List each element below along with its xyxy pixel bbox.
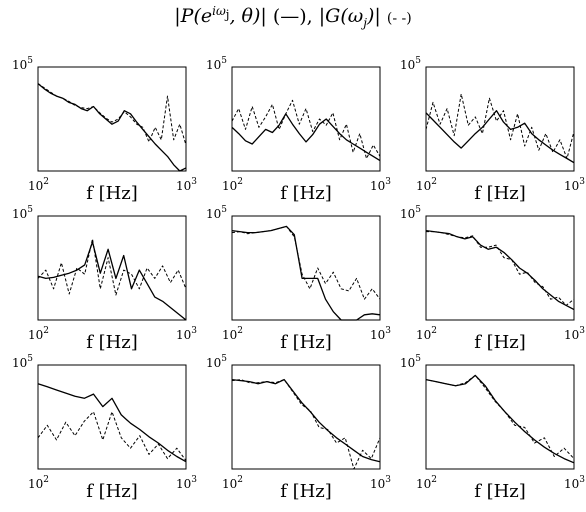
panel-7: 105 102 103 f [Hz] [12, 354, 197, 502]
x-axis-label: f [Hz] [86, 183, 138, 204]
x-tick-min: 102 [416, 326, 437, 342]
x-tick-max: 103 [176, 177, 197, 193]
panel-8: 105 102 103 f [Hz] [206, 354, 391, 502]
series-p-line [425, 229, 575, 311]
series-g-line [37, 411, 187, 461]
panel-frame [37, 66, 187, 172]
series-p-line [231, 378, 381, 463]
y-tick-max: 105 [12, 56, 33, 72]
x-tick-max: 103 [370, 177, 391, 193]
x-tick-min: 102 [28, 177, 49, 193]
title-g-style: (- -) [386, 10, 412, 27]
y-tick-max: 105 [400, 354, 421, 370]
x-tick-min: 102 [28, 475, 49, 491]
series-p-line [37, 383, 187, 463]
panel-frame [231, 364, 381, 470]
series-g-line [231, 379, 381, 470]
series-g-line [426, 231, 575, 306]
series-p-line [231, 225, 381, 321]
x-axis-label: f [Hz] [280, 183, 332, 204]
y-tick-max: 105 [206, 354, 227, 370]
x-axis-label: f [Hz] [474, 183, 526, 204]
y-tick-max: 105 [12, 354, 33, 370]
series-g-line [425, 93, 575, 159]
title-p-style: (—), [272, 5, 313, 28]
panel-9: 105 102 103 f [Hz] [400, 354, 585, 502]
panel-frame [425, 215, 575, 321]
x-tick-min: 102 [222, 475, 243, 491]
series-g-line [231, 99, 381, 159]
panel-frame [425, 66, 575, 172]
y-tick-max: 105 [400, 56, 421, 72]
series-p-line [37, 241, 187, 321]
x-axis-label: f [Hz] [280, 332, 332, 353]
x-axis-label: f [Hz] [474, 332, 526, 353]
x-tick-max: 103 [176, 326, 197, 342]
x-tick-min: 102 [222, 326, 243, 342]
x-axis-label: f [Hz] [280, 481, 332, 502]
x-tick-min: 102 [222, 177, 243, 193]
chart-title: |P(eiωj, θ)| (—), |G(ωj)| (- -) [0, 4, 586, 30]
x-tick-min: 102 [416, 177, 437, 193]
series-p-line [231, 113, 381, 162]
series-g-line [37, 238, 187, 296]
panel-4: 105 102 103 f [Hz] [12, 205, 197, 353]
series-g-line [37, 83, 187, 146]
panel-6: 105 102 103 f [Hz] [400, 205, 585, 353]
series-p-line [425, 374, 575, 464]
x-tick-max: 103 [370, 326, 391, 342]
x-tick-max: 103 [564, 177, 585, 193]
series-p-line [425, 110, 575, 164]
x-tick-min: 102 [28, 326, 49, 342]
y-tick-max: 105 [400, 205, 421, 221]
panel-3: 105 102 103 f [Hz] [400, 56, 585, 204]
panel-frame [425, 364, 575, 470]
x-axis-label: f [Hz] [86, 332, 138, 353]
panel-frame [231, 215, 381, 321]
panel-2: 105 102 103 f [Hz] [206, 56, 391, 204]
series-g-line [425, 374, 575, 459]
y-tick-max: 105 [12, 205, 33, 221]
y-tick-max: 105 [206, 56, 227, 72]
panel-frame [37, 364, 187, 470]
x-tick-min: 102 [416, 475, 437, 491]
panel-5: 105 102 103 f [Hz] [206, 205, 391, 353]
y-tick-max: 105 [206, 205, 227, 221]
title-p-magnitude: |P(eiωj, θ)| [174, 4, 267, 28]
x-axis-label: f [Hz] [474, 481, 526, 502]
panel-frame [37, 215, 187, 321]
series-g-line [231, 225, 381, 300]
x-tick-max: 103 [564, 326, 585, 342]
panel-frame [231, 66, 381, 172]
panel-1: 105 102 103 f [Hz] [12, 56, 197, 204]
x-tick-max: 103 [176, 475, 197, 491]
title-g-magnitude: |G(ωj)| [318, 5, 381, 31]
x-axis-label: f [Hz] [86, 481, 138, 502]
x-tick-max: 103 [564, 475, 585, 491]
series-p-line [37, 83, 187, 172]
x-tick-max: 103 [370, 475, 391, 491]
